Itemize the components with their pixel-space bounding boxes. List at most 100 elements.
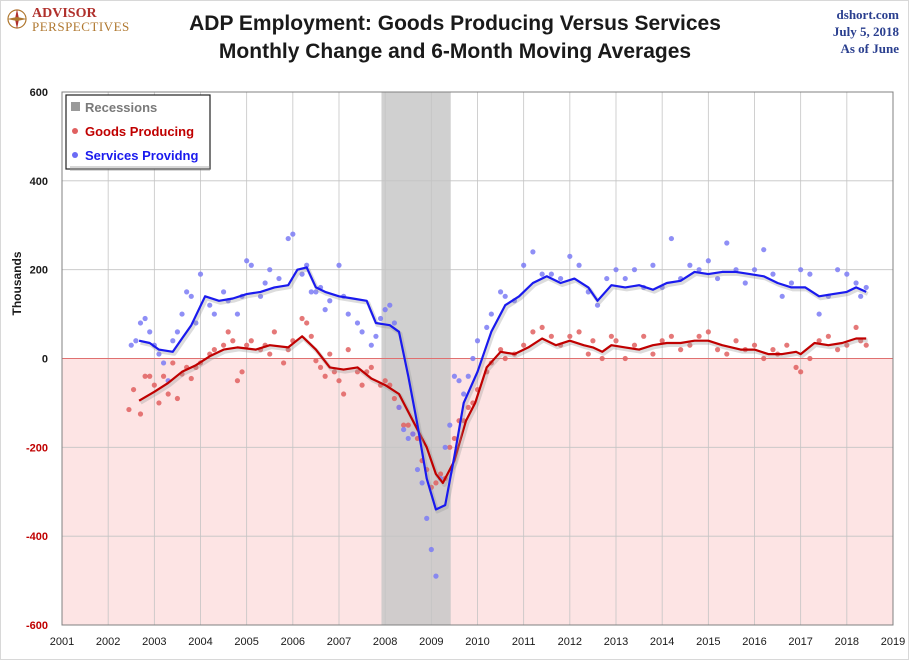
x-tick-label: 2008: [373, 636, 397, 648]
goods-monthly-point: [825, 333, 831, 339]
legend: Recessions Goods Producing Services Provid…: [65, 94, 211, 171]
goods-monthly-point: [451, 435, 458, 442]
goods-monthly-point: [151, 382, 157, 388]
services-monthly-point: [502, 293, 508, 299]
goods-monthly-point: [405, 422, 411, 428]
goods-monthly-point: [650, 351, 656, 357]
y-tick-label: -200: [26, 442, 48, 454]
services-monthly-point: [285, 235, 291, 242]
services-monthly-point: [705, 258, 711, 264]
services-monthly-point: [290, 231, 296, 237]
goods-monthly-point: [225, 329, 231, 335]
goods-monthly-point: [174, 395, 181, 402]
goods-monthly-point: [502, 355, 508, 362]
y-tick-label: 600: [30, 87, 48, 99]
services-monthly-point: [424, 515, 430, 522]
services-monthly-point: [779, 293, 785, 299]
services-monthly-point: [622, 275, 628, 282]
legend-shadow: [70, 166, 210, 171]
legend-swatch: [72, 152, 78, 158]
services-monthly-point: [807, 271, 813, 277]
services-monthly-point: [594, 302, 601, 308]
x-tick-label: 2007: [327, 636, 351, 648]
services-monthly-point: [382, 307, 388, 313]
goods-monthly-point: [304, 320, 310, 326]
goods-monthly-point: [137, 411, 144, 417]
services-monthly-point: [442, 444, 448, 450]
services-monthly-point: [844, 271, 850, 277]
services-monthly-point: [419, 480, 425, 486]
chart-titles: ADP Employment: Goods Producing Versus S…: [130, 10, 780, 66]
goods-monthly-point: [401, 422, 407, 428]
goods-monthly-point: [368, 364, 374, 370]
services-monthly-point: [668, 235, 675, 242]
services-monthly-point: [724, 240, 730, 246]
y-tick-label: -600: [26, 620, 48, 632]
goods-monthly-point: [359, 382, 365, 388]
goods-monthly-point: [622, 355, 628, 362]
goods-monthly-point: [784, 342, 790, 348]
services-monthly-point: [465, 373, 471, 379]
services-monthly-point: [267, 267, 273, 273]
legend-swatch: [71, 102, 80, 111]
services-monthly-point: [447, 422, 453, 428]
goods-monthly-point: [613, 338, 619, 344]
source-date: July 5, 2018: [832, 24, 899, 39]
goods-monthly-point: [211, 347, 217, 353]
line-shadow: [140, 267, 869, 514]
services-monthly-point: [170, 338, 176, 344]
x-tick-label: 2014: [650, 636, 674, 648]
services-monthly-point: [696, 267, 702, 273]
goods-monthly-point: [308, 333, 314, 339]
goods-monthly-point: [687, 342, 693, 348]
services-monthly-point: [207, 302, 213, 308]
goods-average-line: [138, 335, 867, 484]
services-monthly-point: [761, 247, 767, 253]
goods-monthly-point: [170, 360, 176, 366]
x-tick-label: 2017: [788, 636, 812, 648]
goods-monthly-point: [165, 391, 171, 397]
goods-monthly-point: [271, 329, 277, 335]
goods-monthly-point: [863, 342, 869, 348]
services-monthly-point: [336, 262, 342, 268]
services-monthly-point: [142, 315, 148, 322]
goods-monthly-point: [126, 406, 132, 413]
goods-monthly-point: [341, 391, 347, 397]
source-site: dshort.com: [836, 7, 899, 22]
services-monthly-point: [174, 329, 181, 335]
services-monthly-point: [858, 293, 864, 299]
legend-swatch: [72, 128, 78, 134]
goods-monthly-point: [433, 480, 439, 486]
services-monthly-point: [234, 311, 241, 317]
legend-item-recessions: Recessions: [85, 100, 157, 115]
services-monthly-point: [304, 262, 310, 268]
services-monthly-point: [387, 302, 393, 308]
services-monthly-point: [613, 267, 619, 273]
services-monthly-point: [530, 249, 536, 255]
legend-item-goods: Goods Producing: [85, 124, 194, 139]
compass-rose-icon: [7, 9, 27, 29]
x-tick-label: 2010: [465, 636, 489, 648]
goods-monthly-point: [239, 369, 245, 375]
x-tick-label: 2016: [742, 636, 766, 648]
goods-monthly-point: [331, 369, 337, 375]
services-monthly-point: [497, 289, 504, 295]
services-monthly-point: [631, 267, 638, 273]
services-monthly-point: [567, 253, 573, 259]
goods-monthly-point: [299, 315, 305, 322]
services-monthly-point: [128, 342, 134, 348]
services-monthly-point: [220, 289, 227, 295]
goods-monthly-point: [816, 338, 822, 344]
services-monthly-point: [410, 431, 416, 437]
goods-monthly-point: [807, 355, 813, 362]
x-tick-label: 2019: [881, 636, 905, 648]
goods-monthly-point: [142, 373, 148, 379]
logo-line2: PERSPECTIVES: [32, 19, 130, 34]
goods-monthly-point: [437, 471, 444, 477]
y-tick-label: 0: [42, 354, 48, 366]
x-tick-label: 2009: [419, 636, 443, 648]
goods-monthly-point: [567, 333, 573, 339]
services-monthly-point: [714, 275, 721, 282]
x-tick-label: 2003: [142, 636, 166, 648]
